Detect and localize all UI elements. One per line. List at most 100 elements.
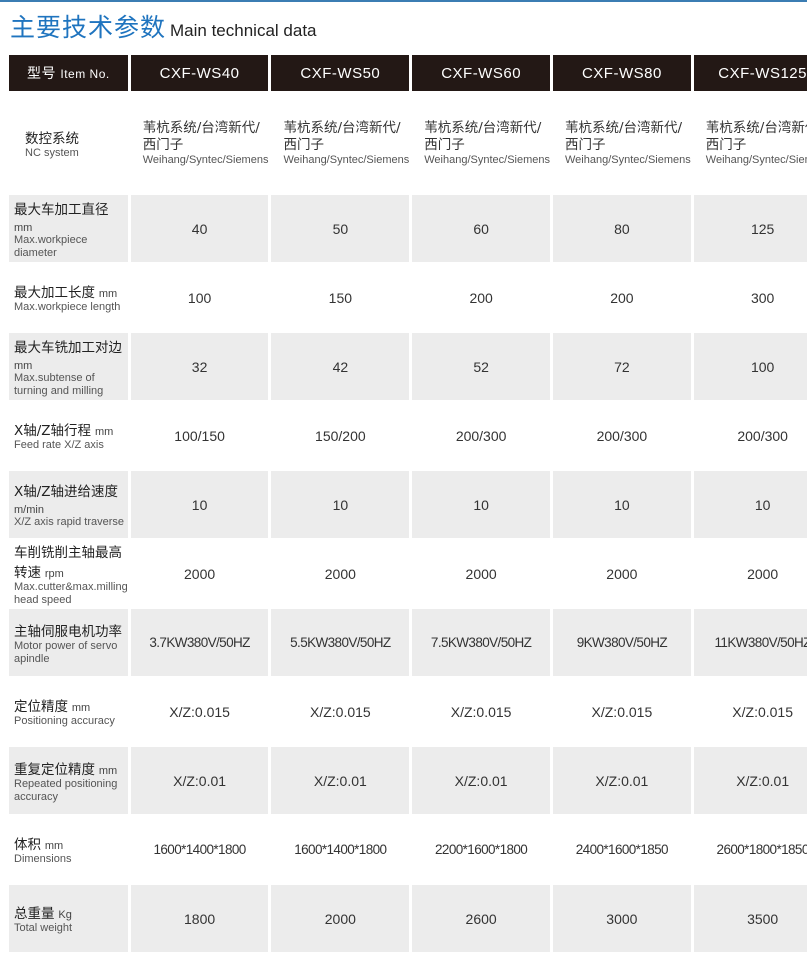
spec-value: 2200*1600*1800 <box>435 842 528 857</box>
spec-value: 2000 <box>271 885 410 952</box>
spec-row: 最大车加工直径 mm Max.workpiece diameter 40 50 60 80… <box>9 195 807 262</box>
label-zh: X轴/Z轴进给速度 <box>14 484 119 500</box>
spec-row: 最大车铣加工对边 mm Max.subtense of turning and m… <box>9 333 807 400</box>
spec-value: X/Z:0.01 <box>693 747 807 814</box>
spec-value: 40 <box>130 195 269 262</box>
nc-value-zh: 苇杭系统/台湾新代/西门子 <box>142 119 260 153</box>
spec-value: 10 <box>412 471 550 538</box>
label-zh: 体积 <box>14 837 41 853</box>
label-zh: 主轴伺服电机功率 <box>14 623 122 640</box>
label-en: Repeated positioning accuracy <box>14 777 118 803</box>
nc-value-en: Weihang/Syntec/Siemens <box>565 153 691 166</box>
item-no-zh: 型号 <box>26 65 56 81</box>
nc-value-zh: 苇杭系统/台湾新代/西门子 <box>565 119 683 153</box>
spec-row: 车削铣削主轴最高转速 rpm Max.cutter&max.milling hea… <box>9 540 807 607</box>
spec-value: X/Z:0.01 <box>412 747 550 814</box>
row-label: 车削铣削主轴最高转速 rpm Max.cutter&max.milling hea… <box>9 540 128 607</box>
spec-value: X/Z:0.01 <box>130 747 269 814</box>
nc-value-zh: 苇杭系统/台湾新代/西门子 <box>705 119 807 153</box>
spec-value: 42 <box>271 333 410 400</box>
spec-value: X/Z:0.015 <box>169 703 230 720</box>
label-unit: m/min <box>14 504 44 516</box>
label-en: X/Z axis rapid traverse <box>14 516 125 528</box>
spec-value: 10 <box>130 471 269 538</box>
spec-row: 最大加工长度 mm Max.workpiece length 100 150 200 20… <box>9 264 807 331</box>
spec-value: X/Z:0.01 <box>271 747 410 814</box>
spec-value: 100/150 <box>174 427 225 444</box>
spec-value: 11KW380V/50HZ <box>693 609 807 676</box>
spec-value: X/Z:0.015 <box>450 703 512 720</box>
label-en: Max.workpiece length <box>14 301 121 313</box>
label-en: Feed rate X/Z axis <box>14 439 104 451</box>
spec-value: 9KW380V/50HZ <box>553 609 691 676</box>
spec-value: 200 <box>469 289 493 306</box>
label-en: Max.cutter&max.milling head speed <box>14 580 128 606</box>
spec-value: 2600 <box>412 885 550 952</box>
model-header: CXF-WS40 <box>130 55 269 91</box>
spec-value: 80 <box>553 195 691 262</box>
label-unit: mm <box>71 702 91 714</box>
spec-row: 重复定位精度 mm Repeated positioning accuracy X/… <box>9 747 807 814</box>
spec-value: 3.7KW380V/50HZ <box>130 609 269 676</box>
spec-value: 2600*1800*1850 <box>716 842 807 857</box>
spec-value: 3000 <box>553 885 691 952</box>
spec-value: 200 <box>610 289 634 306</box>
label-zh: 总重量 <box>14 906 55 922</box>
spec-value: 10 <box>271 471 410 538</box>
row-label: 最大车加工直径 mm Max.workpiece diameter <box>9 195 128 262</box>
row-label: 定位精度 mm Positioning accuracy <box>9 678 128 745</box>
spec-value: 2000 <box>184 565 216 582</box>
spec-value: 72 <box>553 333 691 400</box>
spec-row: 体积 mm Dimensions 1600*1400*1800 1600*1400*1… <box>9 816 807 883</box>
spec-value: 10 <box>553 471 691 538</box>
label-unit: mm <box>44 840 64 852</box>
model-header: CXF-WS80 <box>553 55 691 91</box>
label-en: Total weight <box>14 922 73 934</box>
row-label: 数控系统 NC system <box>9 93 128 193</box>
label-unit: mm <box>14 359 33 372</box>
spec-value: X/Z:0.015 <box>732 703 793 720</box>
header-row: 型号 Item No. CXF-WS40 CXF-WS50 CXF-WS60 C… <box>9 55 807 91</box>
row-label: X轴/Z轴行程 mm Feed rate X/Z axis <box>9 402 128 469</box>
label-en: Motor power of servo apindle <box>14 639 118 665</box>
title-en: Main technical data <box>170 21 317 40</box>
spec-value: 200/300 <box>596 427 648 444</box>
label-en: Dimensions <box>14 853 72 865</box>
label-en: Max.workpiece diameter <box>14 233 88 259</box>
spec-value: 1800 <box>130 885 269 952</box>
spec-value: 10 <box>693 471 807 538</box>
row-label: 体积 mm Dimensions <box>9 816 128 883</box>
spec-row: 总重量 Kg Total weight 1800 2000 2600 3000 3500 <box>9 885 807 952</box>
label-zh: X轴/Z轴行程 <box>14 423 92 439</box>
spec-value: 60 <box>412 195 550 262</box>
nc-value-en: Weihang/Syntec/Siemens <box>424 153 550 166</box>
nc-value-zh: 苇杭系统/台湾新代/西门子 <box>283 119 401 153</box>
spec-value: 7.5KW380V/50HZ <box>412 609 550 676</box>
label-en: Max.subtense of turning and milling <box>14 371 104 397</box>
item-no-en: Item No. <box>60 67 110 81</box>
label-en: NC system <box>25 146 79 159</box>
spec-value: 2000 <box>465 565 497 582</box>
row-label: 最大加工长度 mm Max.workpiece length <box>9 264 128 331</box>
nc-value-zh: 苇杭系统/台湾新代/西门子 <box>424 119 542 153</box>
label-zh: 车削铣削主轴最高转速 <box>14 544 122 581</box>
spec-table: 型号 Item No. CXF-WS40 CXF-WS50 CXF-WS60 C… <box>6 53 807 954</box>
row-label: 总重量 Kg Total weight <box>9 885 128 952</box>
spec-value: 150/200 <box>315 427 366 444</box>
label-zh: 最大车加工直径 <box>14 201 109 218</box>
spec-value: 2000 <box>747 565 779 582</box>
spec-value: 32 <box>130 333 269 400</box>
spec-value: X/Z:0.015 <box>591 703 653 720</box>
label-zh: 定位精度 <box>14 699 68 715</box>
model-header: CXF-WS60 <box>412 55 550 91</box>
page-title: 主要技术参数 Main technical data <box>10 8 317 44</box>
spec-row: 主轴伺服电机功率 Motor power of servo apindle 3.7K… <box>9 609 807 676</box>
label-unit: mm <box>94 426 114 438</box>
spec-value: 5.5KW380V/50HZ <box>271 609 410 676</box>
spec-value: 100 <box>187 289 212 306</box>
label-unit: Kg <box>58 909 72 921</box>
